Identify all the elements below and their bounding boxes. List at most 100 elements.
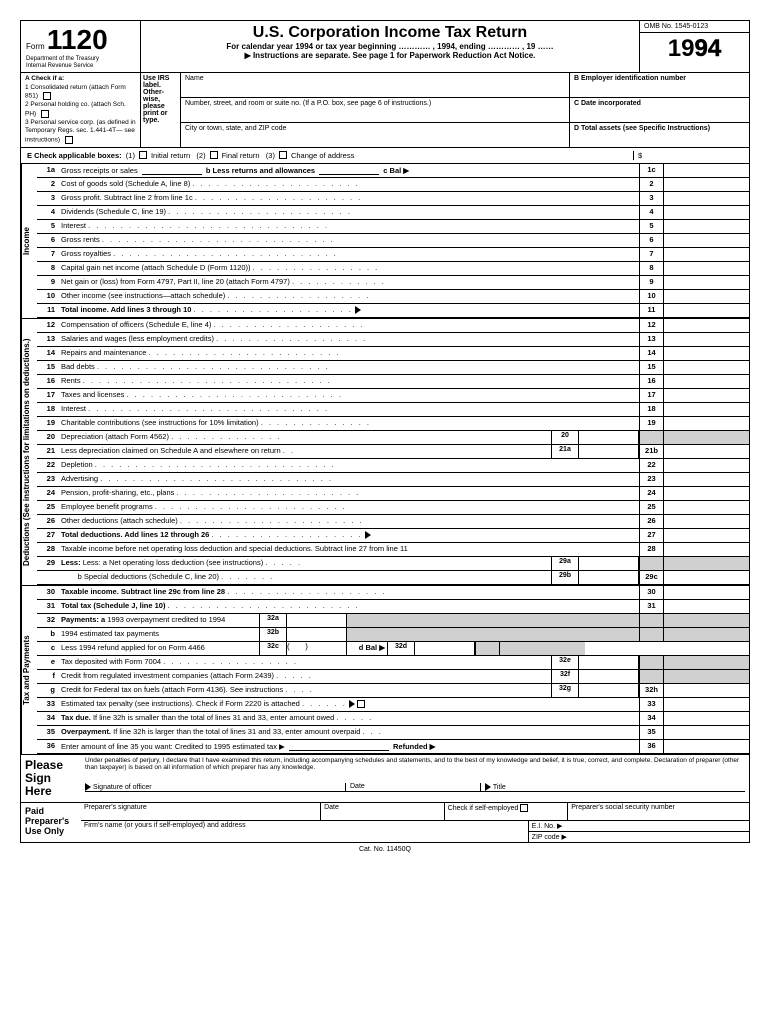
cat-no: Cat. No. 11450Q [359,846,411,853]
deductions-section: Deductions (See instructions for limitat… [21,319,749,586]
checkbox-address[interactable] [279,151,287,159]
amt-6[interactable] [663,234,749,247]
amt-5[interactable] [663,220,749,233]
total-assets-label[interactable]: D Total assets (see Specific Instruction… [570,123,749,147]
amt-28[interactable] [663,543,749,556]
box-e-label: E Check applicable boxes: [27,151,122,160]
amt-34[interactable] [663,712,749,725]
amt-19[interactable] [663,417,749,430]
prep-zip[interactable]: ZIP code ▶ [529,832,749,842]
arrow-icon [355,306,361,314]
amt-8[interactable] [663,262,749,275]
amt-26[interactable] [663,515,749,528]
header-center: U.S. Corporation Income Tax Return For c… [141,21,639,72]
check-a: A Check if a: 1 Consolidated return (att… [21,73,141,147]
amt-10[interactable] [663,290,749,303]
right-id-col: B Employer identification number C Date … [569,73,749,147]
amt-4[interactable] [663,206,749,219]
amt-32a[interactable] [287,614,347,627]
amt-1c[interactable] [663,164,749,177]
ein-label[interactable]: B Employer identification number [570,73,749,98]
checkbox-consolidated[interactable] [43,92,51,100]
arrow-icon [365,531,371,539]
year-bold: 94 [695,35,722,62]
footer: Cat. No. 11450Q [20,843,750,856]
date-inc-label[interactable]: C Date incorporated [570,98,749,123]
amt-32e[interactable] [579,656,639,669]
amt-32f[interactable] [579,670,639,683]
header: Form 1120 Department of the Treasury Int… [21,21,749,73]
checkbox-initial[interactable] [139,151,147,159]
amt-23[interactable] [663,473,749,486]
street-field[interactable]: Number, street, and room or suite no. (I… [181,98,569,123]
sign-label: Please Sign Here [21,755,81,803]
amt-2[interactable] [663,178,749,191]
amt-15[interactable] [663,361,749,374]
name-field[interactable]: Name [181,73,569,98]
amt-7[interactable] [663,248,749,261]
perjury-text: Under penalties of perjury, I declare th… [85,757,745,771]
omb-no: OMB No. 1545-0123 [640,21,749,33]
check-a-3: 3 Personal service corp. (as defined in … [25,119,136,145]
input-36-credit[interactable] [289,741,389,751]
city-field[interactable]: City or town, state, and ZIP code [181,123,569,147]
amt-17[interactable] [663,389,749,402]
form-title: U.S. Corporation Income Tax Return [144,24,636,42]
amt-13[interactable] [663,333,749,346]
amt-21a[interactable] [579,445,639,458]
amt-12[interactable] [663,319,749,332]
prep-date[interactable]: Date [321,803,445,820]
amt-32g[interactable] [579,684,639,697]
tax-label: Tax and Payments [21,586,37,754]
address-block: Name Number, street, and room or suite n… [181,73,569,147]
prep-ein[interactable]: E.I. No. ▶ [529,821,749,832]
prep-self: Check if self-employed [445,803,569,820]
check-a-hdr: A Check if a: [25,75,136,83]
checkbox-2220[interactable] [357,700,365,708]
prep-firm[interactable]: Firm's name (or yours if self-employed) … [81,821,529,842]
amt-14[interactable] [663,347,749,360]
prep-sig[interactable]: Preparer's signature [81,803,321,820]
header-right: OMB No. 1545-0123 1994 [639,21,749,72]
year-prefix: 19 [668,35,695,62]
amt-29a[interactable] [579,557,639,570]
amt-9[interactable] [663,276,749,289]
prep-ssn[interactable]: Preparer's social security number [568,803,749,820]
amt-3[interactable] [663,192,749,205]
amt-25[interactable] [663,501,749,514]
line-1a: 1a Gross receipts or sales b Less return… [37,164,749,178]
amt-32h[interactable] [663,684,749,697]
amt-29b[interactable] [579,571,639,584]
amt-18[interactable] [663,403,749,416]
checkbox-self-employed[interactable] [520,804,528,812]
amt-36[interactable] [663,740,749,753]
input-1b[interactable] [319,165,379,175]
checkbox-final[interactable] [210,151,218,159]
amt-30[interactable] [663,586,749,599]
amt-20[interactable] [579,431,639,444]
amt-29c[interactable] [663,571,749,584]
amt-22[interactable] [663,459,749,472]
amt-24[interactable] [663,487,749,500]
amt-33[interactable] [663,698,749,711]
check-a-1: 1 Consolidated return (attach Form 851) [25,84,136,102]
input-1a[interactable] [142,165,202,175]
sig-title[interactable]: Title [493,784,506,791]
dept-treasury: Department of the Treasury [26,56,135,63]
amt-32c[interactable]: ( ) [287,642,347,655]
amt-32d[interactable] [415,642,475,655]
checkbox-phc[interactable] [41,110,49,118]
amt-31[interactable] [663,600,749,613]
sig-officer[interactable]: Signature of officer [93,784,152,791]
form-1120: Form 1120 Department of the Treasury Int… [20,20,750,843]
amt-27[interactable] [663,529,749,542]
checkbox-psc[interactable] [65,136,73,144]
sig-date[interactable]: Date [345,783,480,791]
amt-21b[interactable] [663,445,749,458]
preparer-label: Paid Preparer's Use Only [21,803,81,842]
amt-32b[interactable] [287,628,347,641]
amt-35[interactable] [663,726,749,739]
amt-16[interactable] [663,375,749,388]
income-label: Income [21,164,37,318]
amt-11[interactable] [663,304,749,317]
